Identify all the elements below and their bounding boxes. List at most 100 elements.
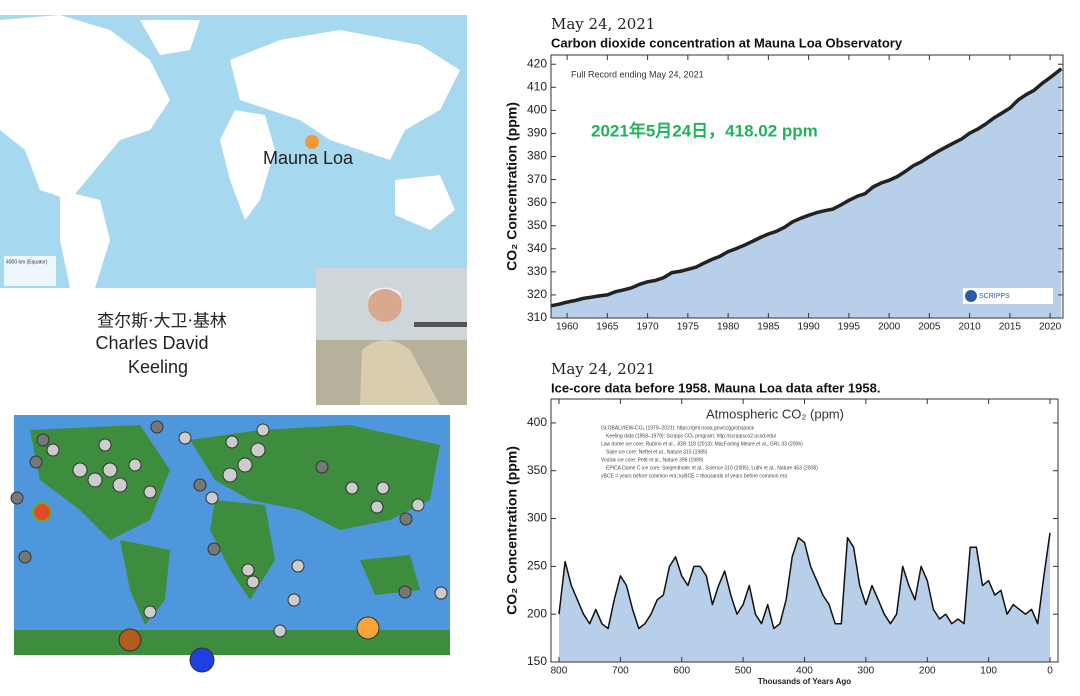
land [230, 30, 460, 160]
station [315, 460, 329, 474]
area [551, 68, 1062, 318]
x-tick-label: 1970 [636, 322, 659, 333]
station [128, 458, 142, 472]
station-mauna-loa [32, 502, 52, 522]
y-tick-label: 410 [527, 79, 547, 93]
x-tick-label: 800 [551, 666, 568, 677]
photo [316, 268, 467, 405]
y-tick-label: 330 [527, 264, 547, 278]
y-tick-label: 340 [527, 241, 547, 255]
y-tick-label: 250 [527, 559, 547, 573]
station [10, 491, 24, 505]
station [143, 485, 157, 499]
logo: SCRIPPS [979, 293, 1010, 300]
y-tick-label: 350 [527, 218, 547, 232]
photo-pier [414, 322, 467, 327]
land [210, 500, 275, 600]
y-axis-label: CO₂ Concentration (ppm) [504, 446, 520, 615]
x-tick-label: 0 [1047, 666, 1053, 677]
station [273, 624, 287, 638]
station [434, 586, 448, 600]
land [0, 15, 170, 200]
land [220, 110, 275, 220]
name-english: Charles David [95, 333, 208, 353]
name-chinese: 查尔斯·大卫·基林 [97, 312, 227, 332]
station [178, 431, 192, 445]
map-scale: 4000 km (Equator) [6, 259, 48, 265]
y-tick-label: 150 [527, 654, 547, 668]
x-tick-label: 100 [980, 666, 997, 677]
y-axis-label: CO₂ Concentration (ppm) [504, 102, 520, 271]
inner-title: Atmospheric CO₂ (ppm) [706, 406, 844, 421]
y-tick-label: 400 [527, 415, 547, 429]
station [287, 593, 301, 607]
location-marker [305, 135, 319, 149]
y-tick-label: 310 [527, 310, 547, 324]
legend-note: yBCE = years before common era; kyBCE = … [601, 473, 787, 479]
y-tick-label: 320 [527, 287, 547, 301]
x-tick-label: 2000 [878, 322, 901, 333]
x-tick-label: 1975 [677, 322, 700, 333]
x-tick-label: 1995 [838, 322, 861, 333]
station [150, 420, 164, 434]
y-tick-label: 350 [527, 463, 547, 477]
chart-title: Ice-core data before 1958. Mauna Loa dat… [551, 380, 880, 395]
y-tick-label: 370 [527, 172, 547, 186]
area [558, 532, 1051, 662]
station [237, 457, 253, 473]
photo-hair [368, 287, 402, 298]
station [256, 423, 270, 437]
chart-title: Carbon dioxide concentration at Mauna Lo… [551, 35, 903, 50]
station [18, 550, 32, 564]
station [207, 542, 221, 556]
scale-box [4, 256, 56, 286]
station [205, 491, 219, 505]
station [291, 559, 305, 573]
x-tick-label: 200 [919, 666, 936, 677]
y-tick-label: 420 [527, 56, 547, 70]
station [87, 472, 103, 488]
station [143, 605, 157, 619]
line [558, 532, 1051, 630]
station [189, 647, 215, 673]
station [345, 481, 359, 495]
x-tick-label: 1960 [556, 322, 579, 333]
y-tick-label: 380 [527, 149, 547, 163]
station [370, 500, 384, 514]
station [36, 433, 50, 447]
station [411, 498, 425, 512]
y-tick-label: 200 [527, 606, 547, 620]
legend-note: Law dome ice core: Rubino et al., JGR 11… [601, 441, 803, 447]
station [112, 477, 128, 493]
x-tick-label: 2020 [1039, 322, 1062, 333]
photo-person [360, 340, 440, 405]
station [222, 467, 238, 483]
x-tick-label: 1965 [596, 322, 619, 333]
x-tick-label: 2015 [999, 322, 1022, 333]
station [118, 628, 142, 652]
x-tick-label: 2005 [918, 322, 941, 333]
line [550, 67, 1063, 308]
station [102, 462, 118, 478]
station [29, 455, 43, 469]
land [140, 20, 200, 55]
station [225, 435, 239, 449]
logo-icon [965, 290, 977, 302]
x-tick-label: 500 [735, 666, 752, 677]
annotation: Full Record ending May 24, 2021 [571, 69, 704, 79]
y-tick-label: 300 [527, 511, 547, 525]
station [72, 462, 88, 478]
legend-note: EPICA Dome C ice core: Siegenthaler et a… [606, 465, 818, 471]
x-tick-label: 300 [858, 666, 875, 677]
station [250, 442, 266, 458]
x-tick-label: 600 [673, 666, 690, 677]
y-tick-label: 400 [527, 103, 547, 117]
station [241, 563, 255, 577]
logo-box [963, 288, 1053, 304]
x-tick-label: 1985 [757, 322, 780, 333]
land [395, 175, 455, 230]
station [46, 443, 60, 457]
x-tick-label: 700 [612, 666, 629, 677]
station-map [10, 415, 450, 673]
